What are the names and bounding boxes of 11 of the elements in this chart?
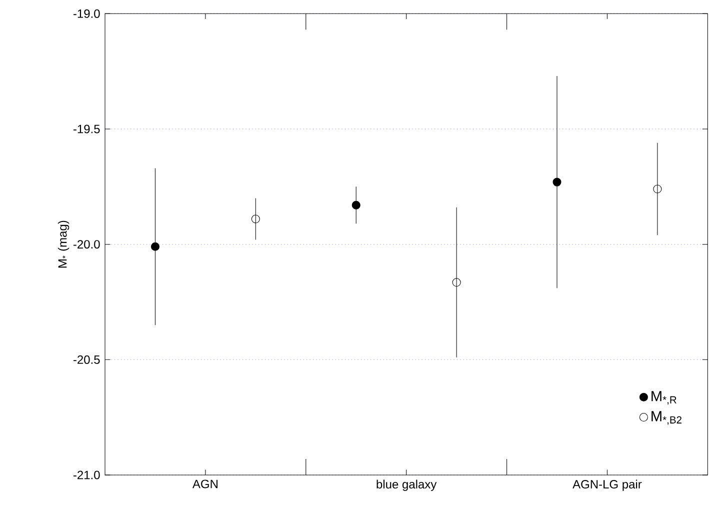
- x-tick-label: blue galaxy: [376, 480, 437, 491]
- legend-label: M$_{*,R}$: [652, 391, 676, 405]
- y-tick-label: -19.5: [73, 124, 100, 134]
- y-tick-label: -19.0: [73, 9, 100, 18]
- y-tick-label: -21.0: [73, 470, 100, 480]
- x-tick-label: AGN-LG pair: [572, 480, 642, 491]
- y-axis-title: M$_{*}$ (mag): [58, 220, 70, 268]
- y-tick-label: -20.5: [73, 355, 100, 364]
- legend-label: M$_{*,B2}$: [652, 411, 682, 425]
- y-tick-label: -20.0: [73, 240, 100, 249]
- x-tick-label: AGN: [192, 480, 218, 488]
